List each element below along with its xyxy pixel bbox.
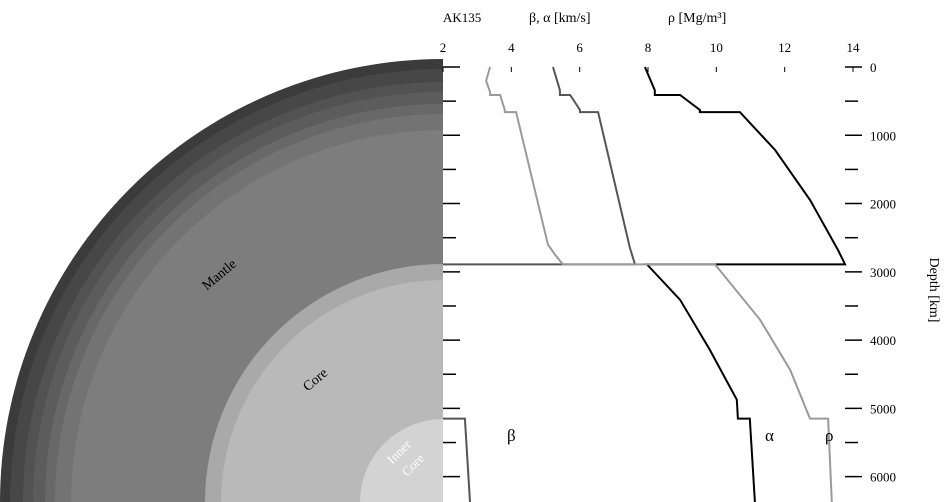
x-tick-label: 8: [645, 40, 652, 55]
y-tick-label: 2000: [870, 197, 896, 212]
x-axis-label: β, α [km/s]: [529, 11, 591, 26]
x-axis-label: ρ [Mg/m³]: [668, 11, 726, 26]
series-label: α: [765, 426, 774, 445]
series-label: β: [507, 426, 516, 445]
x-tick-label: 2: [440, 40, 447, 55]
model-title: AK135: [443, 10, 481, 25]
series-label: ρ: [825, 426, 833, 445]
x-tick-label: 14: [847, 40, 861, 55]
x-tick-label: 4: [508, 40, 515, 55]
y-tick-label: 0: [870, 60, 877, 75]
series-line: [486, 67, 832, 502]
y-tick-label: 1000: [870, 128, 896, 143]
y-tick-label: 4000: [870, 333, 896, 348]
plot-area: [375, 67, 845, 502]
x-tick-label: 12: [778, 40, 791, 55]
series-line: [645, 67, 845, 502]
x-tick-label: 6: [576, 40, 583, 55]
y-tick-label: 5000: [870, 401, 896, 416]
x-tick-label: 10: [710, 40, 723, 55]
chart: Mantle Core Inner Core AK135 β, α [km/s]…: [0, 0, 952, 502]
y-axis-label: Depth [km]: [926, 258, 941, 323]
y-tick-label: 3000: [870, 265, 896, 280]
y-tick-label: 6000: [870, 470, 896, 485]
earth-section: Mantle Core Inner Core: [0, 59, 443, 502]
